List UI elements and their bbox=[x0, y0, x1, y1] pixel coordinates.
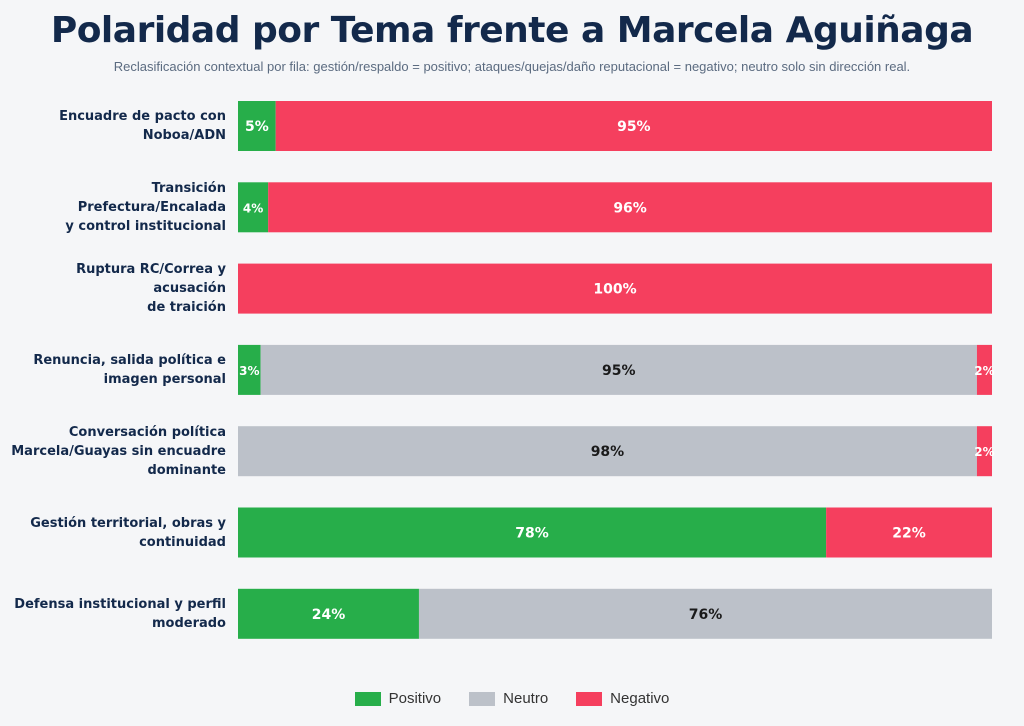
bar-segment-neutro bbox=[260, 344, 977, 395]
chart-subtitle: Reclasificación contextual por fila: ges… bbox=[113, 59, 911, 74]
data-label: 78% bbox=[515, 526, 549, 542]
legend-item-neutro: Neutro bbox=[469, 690, 548, 707]
data-label: 2% bbox=[974, 445, 994, 459]
legend: Positivo Neutro Negativo bbox=[0, 690, 1024, 707]
data-label: 4% bbox=[243, 201, 263, 215]
bar-segment-positivo bbox=[238, 101, 276, 151]
category-label: Defensa institucional y perfil moderado bbox=[0, 589, 226, 639]
legend-item-negativo: Negativo bbox=[576, 690, 669, 707]
category-label-line: moderado bbox=[151, 615, 226, 631]
bar-segment-positivo bbox=[238, 507, 827, 558]
category-label-line: de traición bbox=[147, 300, 226, 316]
legend-label: Negativo bbox=[610, 690, 670, 707]
bar-segment-negativo bbox=[976, 344, 992, 395]
category-label-line: imagen personal bbox=[103, 371, 226, 387]
bar-segment-neutro bbox=[418, 588, 993, 639]
data-label: 95% bbox=[602, 363, 636, 379]
data-label: 76% bbox=[689, 607, 723, 623]
legend-swatch bbox=[354, 691, 381, 706]
category-label: Transición Prefectura/Encalada y control … bbox=[0, 180, 226, 234]
category-label: Encuadre de pacto con Noboa/ADN bbox=[0, 101, 226, 151]
category-label-line: Defensa institucional y perfil bbox=[14, 596, 226, 612]
data-label: 100% bbox=[593, 282, 636, 298]
bar-segment-negativo bbox=[275, 101, 992, 151]
bar-segment-neutro bbox=[238, 426, 977, 477]
bar-segment-negativo bbox=[826, 507, 992, 558]
category-label-line: Ruptura RC/Correa y acusación bbox=[76, 262, 226, 297]
bar-segment-negativo bbox=[238, 263, 992, 314]
bar-segment-positivo bbox=[238, 344, 261, 395]
category-label-line: Conversación política bbox=[68, 424, 226, 440]
bar-segment-negativo bbox=[268, 182, 992, 233]
data-label: 96% bbox=[613, 200, 647, 216]
data-label: 2% bbox=[974, 364, 994, 378]
category-label: Renuncia, salida política e imagen person… bbox=[0, 345, 226, 395]
data-label: 98% bbox=[591, 444, 625, 460]
category-label-line: Transición Prefectura/Encalada bbox=[77, 180, 226, 215]
category-label-line: Marcela/Guayas sin encuadre bbox=[11, 443, 226, 459]
category-label: Conversación política Marcela/Guayas sin … bbox=[0, 424, 226, 478]
data-label: 95% bbox=[617, 119, 651, 135]
data-label: 24% bbox=[312, 607, 346, 623]
legend-swatch bbox=[469, 691, 496, 706]
bar-segment-positivo bbox=[238, 182, 269, 233]
category-label-line: y control institucional bbox=[65, 218, 226, 234]
data-label: 22% bbox=[892, 526, 926, 542]
category-label-line: Renuncia, salida política e bbox=[33, 352, 226, 368]
legend-swatch bbox=[576, 691, 603, 706]
data-label: 5% bbox=[245, 119, 269, 135]
category-label: Ruptura RC/Correa y acusación de traición bbox=[0, 262, 226, 316]
legend-item-positivo: Positivo bbox=[354, 690, 442, 707]
chart-title: Polaridad por Tema frente a Marcela Agui… bbox=[50, 10, 974, 51]
category-label-line: Encuadre de pacto con Noboa/ADN bbox=[59, 109, 226, 143]
bar-segment-negativo bbox=[976, 426, 992, 477]
legend-label: Neutro bbox=[503, 690, 549, 707]
category-label: Gestión territorial, obras y continuidad bbox=[0, 508, 226, 558]
bar-segment-positivo bbox=[238, 588, 419, 639]
data-label: 3% bbox=[239, 364, 259, 378]
legend-label: Positivo bbox=[388, 690, 442, 707]
category-label-line: continuidad bbox=[139, 534, 226, 550]
category-label-line: Gestión territorial, obras y bbox=[30, 515, 226, 531]
category-label-line: dominante bbox=[147, 462, 226, 478]
